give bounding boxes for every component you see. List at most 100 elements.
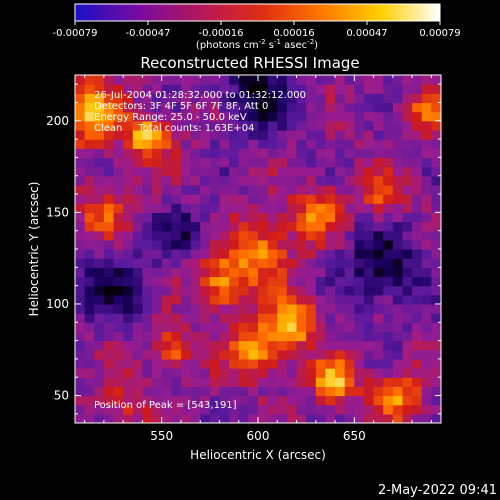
- heatmap-cell: [412, 184, 423, 195]
- heatmap-cell: [412, 84, 423, 94]
- heatmap-cell: [238, 111, 249, 122]
- heatmap-cell: [180, 175, 192, 186]
- heatmap-cell: [200, 249, 211, 259]
- heatmap-cell: [421, 386, 432, 397]
- heatmap-cell: [152, 111, 163, 122]
- heatmap-cell: [421, 184, 432, 195]
- heatmap-cell: [412, 230, 423, 241]
- heatmap-cell: [113, 212, 124, 223]
- heatmap-cell: [431, 249, 441, 259]
- heatmap-cell: [344, 340, 355, 351]
- heatmap-cell: [209, 285, 221, 296]
- heatmap-cell: [421, 358, 432, 369]
- heatmap-cell: [200, 395, 211, 406]
- heatmap-cell: [75, 184, 86, 195]
- heatmap-cell: [373, 230, 384, 241]
- heatmap-cell: [354, 313, 365, 323]
- heatmap-cell: [335, 285, 346, 296]
- heatmap-cell: [161, 249, 172, 259]
- heatmap-cell: [132, 331, 144, 342]
- heatmap-cell: [344, 129, 355, 140]
- heatmap-cell: [142, 111, 153, 122]
- heatmap-cell: [286, 166, 298, 177]
- heatmap-cell: [402, 349, 413, 360]
- heatmap-cell: [171, 322, 182, 333]
- heatmap-cell: [325, 139, 336, 149]
- heatmap-cell: [335, 184, 346, 195]
- heatmap-cell: [383, 249, 394, 259]
- heatmap-cell: [229, 377, 240, 387]
- heatmap-cell: [219, 285, 230, 296]
- heatmap-cell: [354, 303, 365, 314]
- heatmap-cell: [229, 166, 240, 177]
- heatmap-cell: [219, 129, 230, 140]
- heatmap-cell: [142, 377, 153, 387]
- heatmap-cell: [383, 303, 394, 314]
- heatmap-cell: [113, 249, 124, 259]
- heatmap-cell: [431, 358, 441, 369]
- heatmap-cell: [363, 239, 375, 250]
- heatmap-cell: [325, 184, 336, 195]
- heatmap-cell: [344, 395, 355, 406]
- heatmap-cell: [248, 175, 259, 186]
- heatmap-cell: [248, 404, 259, 415]
- heatmap-cell: [142, 175, 153, 186]
- heatmap-cell: [180, 75, 192, 85]
- heatmap-cell: [123, 395, 134, 406]
- heatmap-cell: [315, 258, 327, 268]
- heatmap-cell: [363, 175, 375, 186]
- heatmap-cell: [325, 111, 336, 122]
- heatmap-cell: [402, 285, 413, 296]
- heatmap-cell: [84, 221, 95, 232]
- heatmap-cell: [363, 166, 375, 177]
- heatmap-cell: [431, 322, 441, 333]
- heatmap-cell: [238, 249, 249, 259]
- heatmap-cell: [219, 294, 230, 305]
- heatmap-cell: [209, 230, 221, 241]
- heatmap-cell: [238, 194, 249, 204]
- heatmap-cell: [315, 358, 327, 369]
- heatmap-cell: [209, 267, 221, 278]
- heatmap-cell: [75, 349, 86, 360]
- heatmap-cell: [161, 203, 172, 213]
- heatmap-cell: [161, 166, 172, 177]
- heatmap-cell: [363, 249, 375, 259]
- heatmap-cell: [229, 368, 240, 378]
- heatmap-cell: [152, 75, 163, 85]
- heatmap-cell: [238, 129, 249, 140]
- y-tick-label: 100: [46, 297, 69, 311]
- heatmap-cell: [402, 249, 413, 259]
- heatmap-cell: [344, 93, 355, 104]
- heatmap-cell: [180, 184, 192, 195]
- heatmap-cell: [335, 175, 346, 186]
- heatmap-cell: [258, 111, 269, 122]
- heatmap-cell: [373, 267, 384, 278]
- heatmap-cell: [344, 184, 355, 195]
- heatmap-cell: [75, 230, 86, 241]
- heatmap-cell: [421, 267, 432, 278]
- heatmap-cell: [171, 148, 182, 159]
- heatmap-cell: [344, 221, 355, 232]
- heatmap-cell: [180, 230, 192, 241]
- heatmap-cell: [383, 395, 394, 406]
- heatmap-cell: [383, 166, 394, 177]
- heatmap-cell: [421, 111, 432, 122]
- heatmap-cell: [94, 166, 105, 177]
- heatmap-cell: [94, 349, 105, 360]
- heatmap-cell: [152, 368, 163, 378]
- heatmap-cell: [392, 303, 404, 314]
- heatmap-cell: [152, 212, 163, 223]
- heatmap-cell: [161, 349, 172, 360]
- heatmap-cell: [412, 203, 423, 213]
- heatmap-cell: [354, 386, 365, 397]
- heatmap-cell: [344, 111, 355, 122]
- heatmap-cell: [383, 294, 394, 305]
- heatmap-cell: [84, 203, 95, 213]
- heatmap-cell: [363, 267, 375, 278]
- heatmap-cell: [277, 139, 288, 149]
- heatmap-cell: [335, 120, 346, 131]
- heatmap-cell: [315, 203, 327, 213]
- heatmap-cell: [103, 84, 115, 94]
- heatmap-cell: [209, 395, 221, 406]
- heatmap-cell: [315, 175, 327, 186]
